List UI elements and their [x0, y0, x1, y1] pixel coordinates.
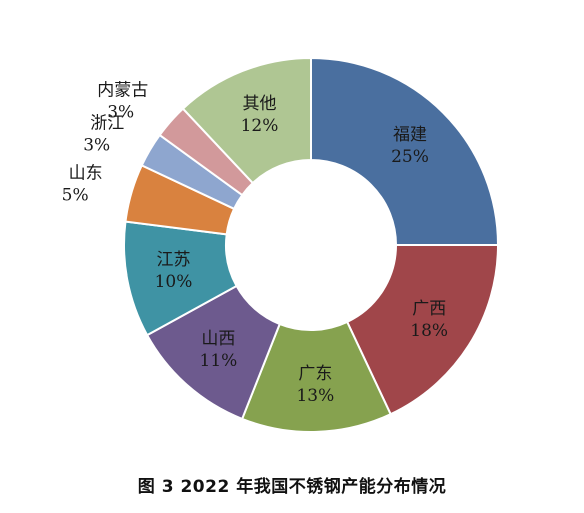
slice-name-label: 浙江 — [90, 114, 124, 134]
slice-name-label: 山东 — [69, 163, 103, 183]
slice-name-label: 其他 — [242, 94, 276, 114]
slice-name-label: 福建 — [393, 125, 427, 145]
slice-name-label: 广东 — [298, 364, 332, 384]
slice-value-label: 25% — [391, 147, 429, 167]
slice-name-label: 广西 — [412, 299, 446, 319]
slice-value-label: 10% — [155, 272, 193, 292]
slice-value-label: 11% — [200, 351, 238, 371]
slice-1 — [310, 56, 500, 246]
slice-value-label: 12% — [241, 116, 279, 136]
slice-value-label: 18% — [410, 321, 448, 341]
slice-value-label: 13% — [296, 386, 334, 406]
slice-2 — [345, 244, 500, 416]
slice-name-label: 内蒙古 — [97, 80, 148, 100]
figure-caption: 图 3 2022 年我国不锈钢产能分布情况 — [137, 477, 447, 497]
donut-slices — [123, 56, 500, 433]
slice-name-label: 山西 — [201, 329, 235, 349]
slice-value-label: 3% — [83, 136, 110, 156]
slice-value-label: 5% — [62, 185, 89, 205]
slice-9 — [181, 56, 312, 185]
slice-value-label: 3% — [107, 102, 134, 122]
slice-name-label: 江苏 — [156, 250, 190, 270]
